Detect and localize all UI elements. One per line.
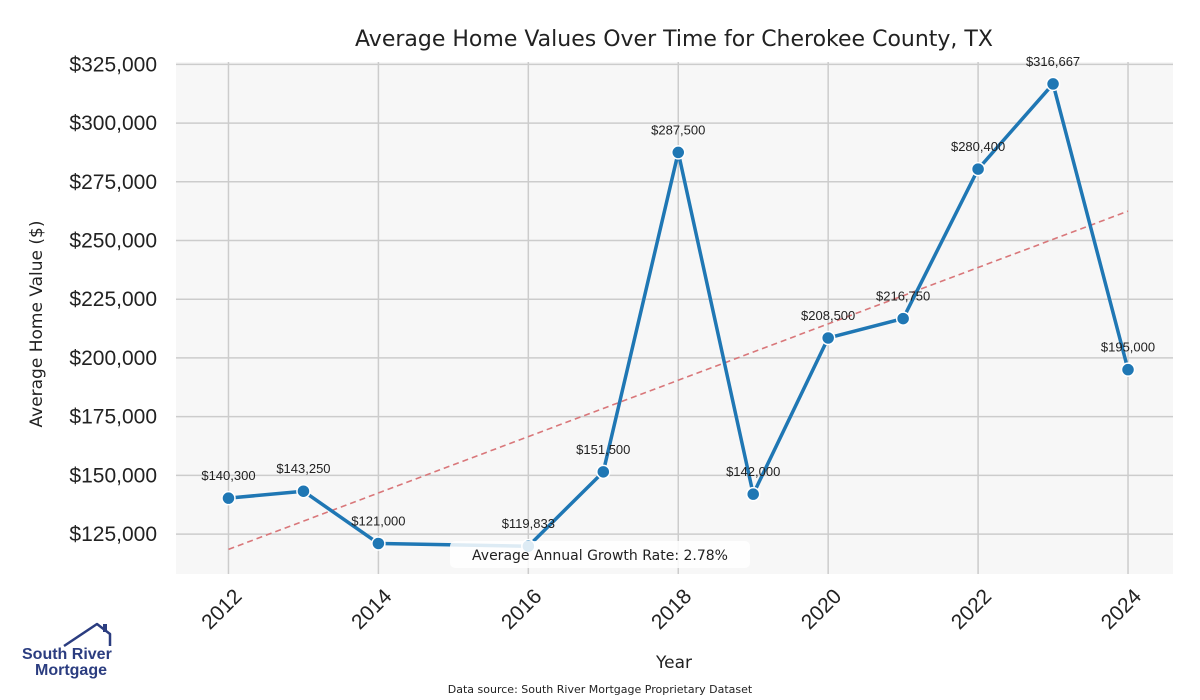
chart-title: Average Home Values Over Time for Cherok… <box>355 27 993 52</box>
y-tick-label: $125,000 <box>69 523 157 546</box>
y-tick-label: $150,000 <box>69 464 157 487</box>
y-tick-label: $250,000 <box>69 229 157 252</box>
logo-text-line2: Mortgage <box>35 662 107 679</box>
logo-text-line1: South River <box>22 646 112 663</box>
x-tick-label: 2012 <box>197 585 246 634</box>
data-label: $208,500 <box>801 308 855 323</box>
data-label: $151,500 <box>576 442 630 457</box>
data-point <box>296 483 311 499</box>
x-tick-label: 2016 <box>497 585 546 634</box>
data-point <box>371 536 386 551</box>
data-label: $216,750 <box>876 289 930 304</box>
data-point <box>596 464 611 480</box>
data-label: $143,250 <box>276 461 330 476</box>
x-axis-ticks: 2012 2014 2016 2018 2020 2022 2024 <box>197 585 1146 635</box>
data-labels: $140,300 $143,250 $121,000 $119,833 $151,500… <box>201 54 1155 531</box>
data-label: $121,000 <box>351 513 405 528</box>
x-tick-label: 2014 <box>347 585 397 635</box>
data-point <box>221 490 236 506</box>
grid <box>176 62 1173 574</box>
x-tick-label: 2024 <box>1097 585 1147 635</box>
data-point <box>1045 76 1061 92</box>
house-chimney-icon <box>103 624 107 632</box>
data-label: $119,833 <box>502 516 555 531</box>
data-point <box>670 145 686 160</box>
data-point <box>745 486 761 502</box>
plot-area <box>176 62 1173 574</box>
y-tick-label: $175,000 <box>69 406 157 429</box>
growth-annotation: Average Annual Growth Rate: 2.78% <box>450 541 750 568</box>
x-axis-label: Year <box>655 653 692 673</box>
x-tick-label: 2022 <box>947 585 996 634</box>
x-tick-label: 2018 <box>647 585 696 634</box>
trend-line <box>228 210 1129 551</box>
y-tick-label: $325,000 <box>69 53 157 76</box>
data-points <box>221 76 1136 554</box>
data-label: $140,300 <box>201 468 255 483</box>
y-tick-label: $300,000 <box>69 112 157 135</box>
company-logo: South River Mortgage <box>22 622 112 679</box>
data-point <box>895 311 911 326</box>
data-label: $316,667 <box>1026 54 1080 69</box>
series-line <box>228 82 1130 548</box>
y-tick-label: $225,000 <box>69 288 157 311</box>
data-label: $195,000 <box>1101 340 1155 355</box>
data-label: $287,500 <box>651 122 705 137</box>
data-point <box>970 161 986 177</box>
y-tick-label: $275,000 <box>69 171 157 194</box>
y-axis-ticks: $125,000 $150,000 $175,000 $200,000 $225,000… <box>69 53 157 546</box>
x-tick-label: 2020 <box>797 585 846 634</box>
data-source-note: Data source: South River Mortgage Propri… <box>448 683 753 696</box>
y-axis-label: Average Home Value ($) <box>27 221 47 428</box>
data-point <box>820 330 836 346</box>
growth-annotation-text: Average Annual Growth Rate: 2.78% <box>472 548 728 564</box>
data-label: $280,400 <box>951 139 1005 154</box>
data-label: $142,000 <box>726 464 780 479</box>
data-point <box>1120 362 1136 377</box>
y-tick-label: $200,000 <box>69 347 157 370</box>
